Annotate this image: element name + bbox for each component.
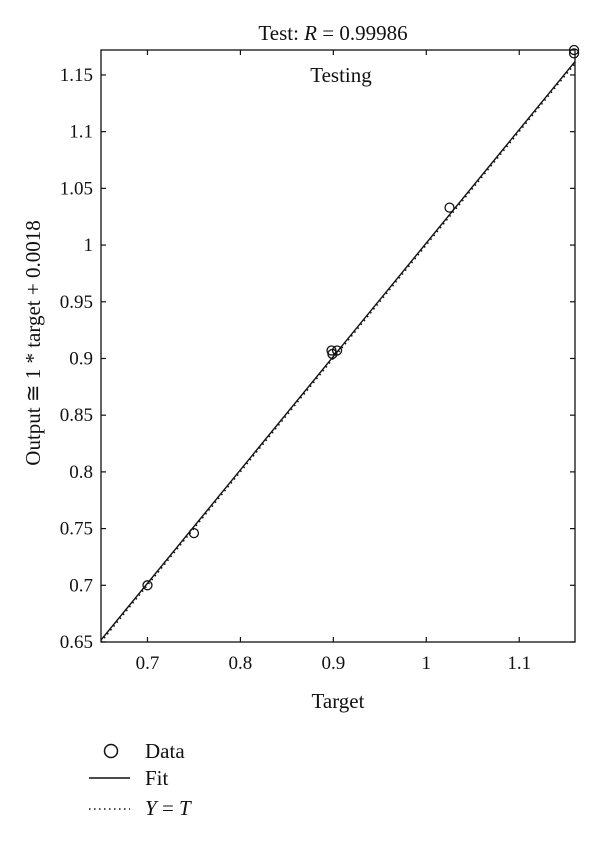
legend-item-identity: Y = T	[89, 796, 192, 820]
legend-identity-var-t: T	[179, 796, 192, 820]
y-tick-label: 0.8	[69, 462, 93, 483]
fit-line	[100, 61, 576, 641]
data-points	[142, 44, 580, 591]
y-tick-label: 0.9	[69, 348, 93, 369]
data-point	[331, 345, 343, 356]
chart-title: Test: R = 0.99986	[258, 21, 407, 45]
x-tick-label: 0.7	[136, 653, 160, 674]
legend-item-data: Data	[103, 739, 185, 763]
legend-identity-label: Y = T	[145, 796, 192, 820]
x-axis-ticks: 0.7 0.8 0.9 1 1.1	[136, 50, 531, 674]
plot-annotation: Testing	[310, 63, 372, 87]
x-tick-label: 0.9	[321, 653, 345, 674]
chart-title-prefix: Test:	[258, 21, 304, 45]
y-tick-label: 0.65	[60, 632, 93, 653]
legend-item-fit: Fit	[89, 766, 169, 790]
legend-data-marker	[103, 743, 119, 759]
y-tick-label: 1	[84, 235, 94, 256]
legend: Data Fit Y = T	[89, 739, 192, 820]
y-axis-title: Output ≅ 1 * target + 0.0018	[21, 220, 45, 465]
y-tick-label: 0.85	[60, 405, 93, 426]
y-tick-label: 1.05	[60, 178, 93, 199]
x-tick-label: 1	[422, 653, 432, 674]
y-tick-label: 0.75	[60, 519, 93, 540]
y-tick-label: 0.7	[69, 575, 93, 596]
x-tick-label: 1.1	[507, 653, 531, 674]
y-tick-label: 1.1	[69, 122, 93, 143]
data-point	[568, 48, 580, 59]
legend-fit-label: Fit	[145, 766, 169, 790]
legend-data-label: Data	[145, 739, 185, 763]
data-point	[568, 44, 580, 56]
data-point	[444, 202, 455, 213]
plot-frame	[100, 49, 576, 643]
identity-line	[100, 63, 576, 643]
legend-identity-var-y: Y	[145, 796, 159, 820]
data-point	[188, 527, 200, 539]
x-axis-title: Target	[312, 689, 365, 713]
y-axis-ticks: 0.65 0.7 0.75 0.8 0.85 0.9 0.95 1 1.05 1.1 1.15	[60, 65, 575, 653]
chart-title-value: = 0.99986	[317, 21, 408, 45]
fit-lines	[100, 61, 576, 643]
chart-title-variable: R	[303, 21, 317, 45]
legend-identity-eq: =	[157, 796, 179, 820]
data-point	[142, 580, 153, 591]
y-tick-label: 0.95	[60, 292, 93, 313]
y-tick-label: 1.15	[60, 65, 93, 86]
x-tick-label: 0.8	[229, 653, 253, 674]
